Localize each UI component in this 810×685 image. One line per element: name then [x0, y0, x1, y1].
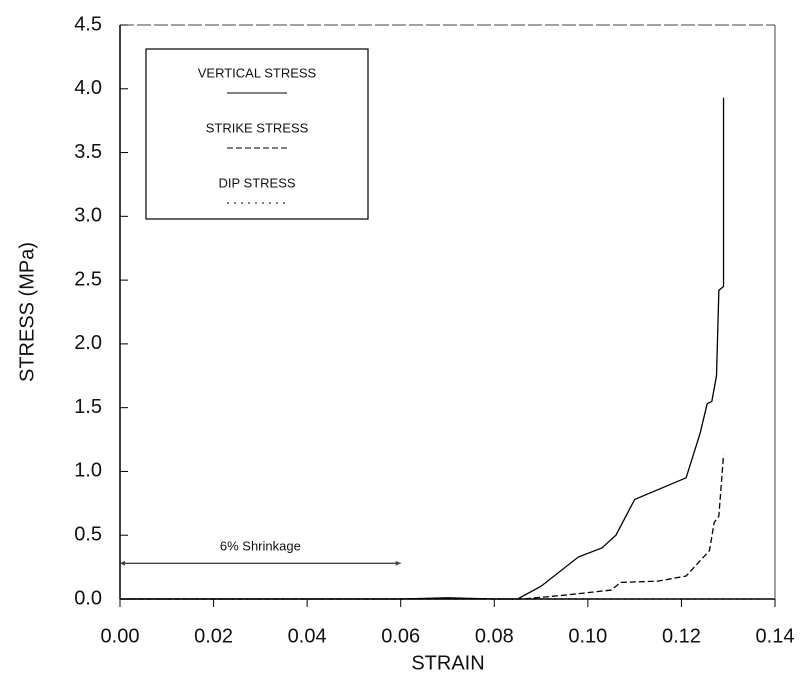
y-tick-label: 3.5 [74, 141, 102, 163]
series-line [120, 454, 725, 600]
legend-label: STRIKE STRESS [206, 120, 309, 135]
x-tick-label: 0.04 [288, 625, 327, 647]
legend-box [145, 48, 369, 220]
x-tick-label: 0.14 [756, 625, 795, 647]
x-axis-label: STRAIN [411, 652, 484, 674]
y-tick-label: 3.0 [74, 205, 102, 227]
legend-label: DIP STRESS [218, 175, 295, 190]
x-tick-label: 0.08 [475, 625, 514, 647]
y-tick-label: 4.0 [74, 77, 102, 99]
y-tick-label: 2.5 [74, 268, 102, 290]
x-tick-label: 0.06 [381, 625, 420, 647]
y-tick-label: 0.0 [74, 587, 102, 609]
series-line [120, 97, 725, 600]
x-tick-label: 0.00 [101, 625, 140, 647]
x-tick-label: 0.02 [194, 625, 233, 647]
y-tick-label: 4.5 [74, 13, 102, 35]
y-tick-label: 0.5 [74, 524, 102, 546]
y-tick-label: 1.5 [74, 396, 102, 418]
x-tick-label: 0.10 [568, 625, 607, 647]
y-tick-label: 2.0 [74, 332, 102, 354]
annotation-text: 6% Shrinkage [220, 539, 301, 554]
y-axis-label: STRESS (MPa) [16, 242, 38, 382]
x-tick-label: 0.12 [662, 625, 701, 647]
y-tick-label: 1.0 [74, 460, 102, 482]
legend-label: VERTICAL STRESS [198, 65, 317, 80]
